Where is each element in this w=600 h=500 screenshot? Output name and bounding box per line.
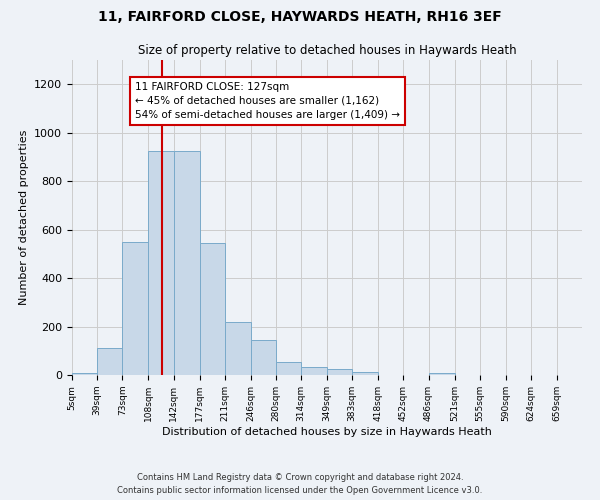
Bar: [173, 151, 199, 375]
Text: 11, FAIRFORD CLOSE, HAYWARDS HEATH, RH16 3EF: 11, FAIRFORD CLOSE, HAYWARDS HEATH, RH16…: [98, 10, 502, 24]
Text: 11 FAIRFORD CLOSE: 127sqm
← 45% of detached houses are smaller (1,162)
54% of se: 11 FAIRFORD CLOSE: 127sqm ← 45% of detac…: [135, 82, 400, 120]
Bar: [199, 243, 225, 375]
Bar: [352, 372, 378, 375]
X-axis label: Distribution of detached houses by size in Haywards Heath: Distribution of detached houses by size …: [162, 426, 492, 436]
Bar: [148, 151, 173, 375]
Bar: [327, 369, 352, 375]
Bar: [122, 242, 148, 375]
Bar: [72, 373, 97, 375]
Bar: [276, 362, 301, 375]
Bar: [97, 348, 122, 375]
Text: Contains HM Land Registry data © Crown copyright and database right 2024.
Contai: Contains HM Land Registry data © Crown c…: [118, 474, 482, 495]
Bar: [301, 367, 327, 375]
Title: Size of property relative to detached houses in Haywards Heath: Size of property relative to detached ho…: [137, 44, 517, 58]
Bar: [225, 322, 251, 375]
Y-axis label: Number of detached properties: Number of detached properties: [19, 130, 29, 305]
Bar: [251, 340, 276, 375]
Bar: [428, 372, 455, 375]
